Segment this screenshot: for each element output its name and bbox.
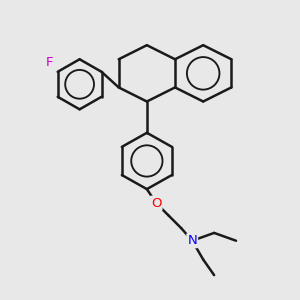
Text: F: F — [46, 56, 54, 69]
Text: N: N — [188, 234, 197, 247]
Text: O: O — [151, 197, 161, 210]
